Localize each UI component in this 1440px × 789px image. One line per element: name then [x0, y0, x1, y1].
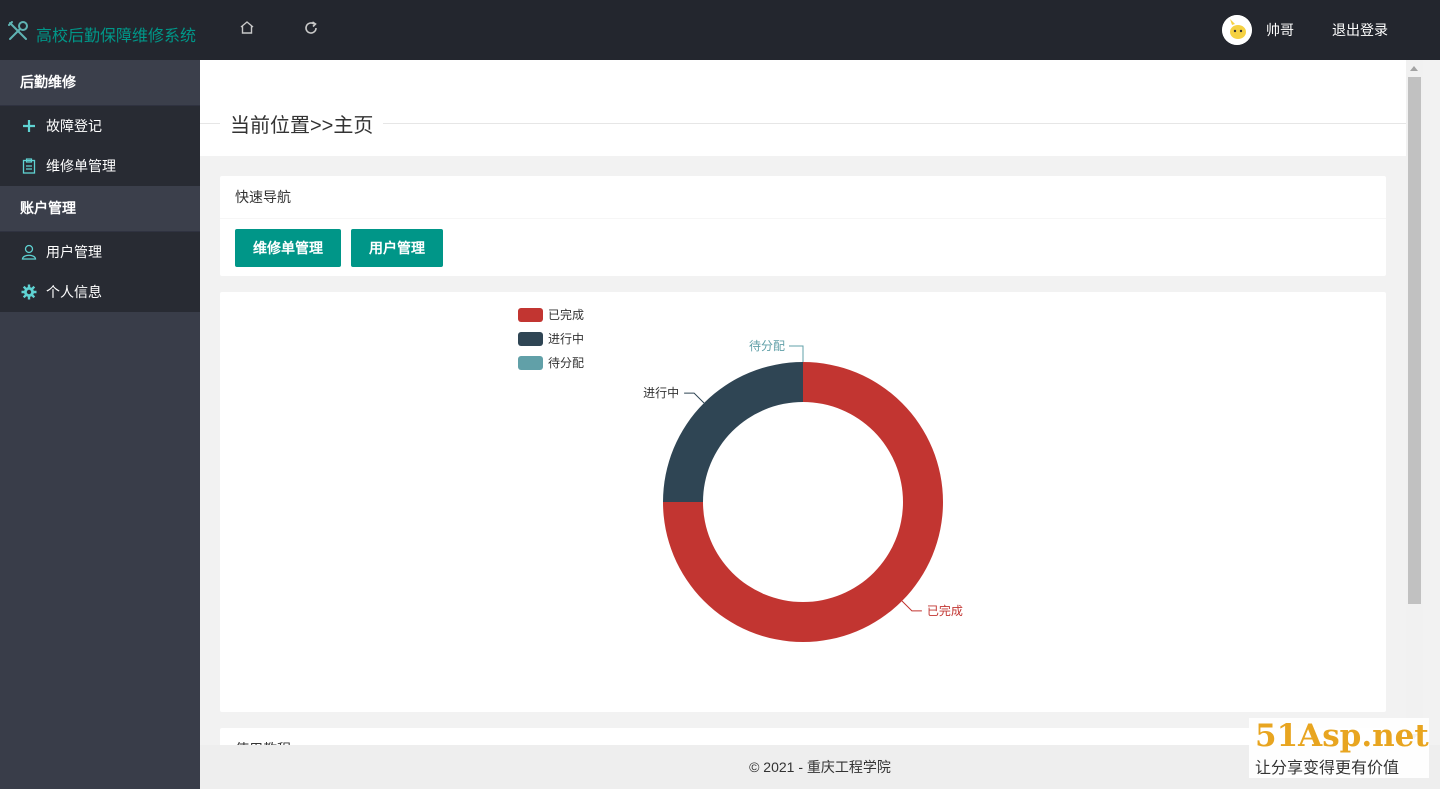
sidebar-group-account[interactable]: 账户管理 — [0, 186, 200, 232]
scrollbar[interactable] — [1406, 60, 1423, 745]
footer: © 2021 - 重庆工程学院 — [200, 745, 1440, 789]
main-content: 当前位置>>主页 快速导航 维修单管理 用户管理 已完成 进行中 待分配 已完成… — [200, 60, 1406, 745]
app-logo[interactable]: 高校后勤保障维修系统 — [6, 16, 196, 46]
slice-label: 待分配 — [749, 339, 785, 353]
tutorial-title: 使用教程 — [220, 728, 1386, 745]
sidebar-item-user-management[interactable]: 用户管理 — [0, 232, 200, 272]
clipboard-icon — [20, 157, 38, 175]
sidebar-item-order-management[interactable]: 维修单管理 — [0, 146, 200, 186]
gear-icon — [20, 283, 38, 301]
sidebar-group-repair-items: 故障登记 维修单管理 — [0, 106, 200, 186]
quick-nav-title: 快速导航 — [220, 176, 1386, 219]
label-leader-line — [684, 392, 705, 404]
scroll-thumb[interactable] — [1408, 77, 1421, 604]
legend-label: 进行中 — [548, 332, 585, 346]
refresh-button[interactable] — [302, 19, 322, 39]
watermark-slogan: 让分享变得更有价值 — [1255, 758, 1400, 777]
legend-swatch — [518, 331, 543, 346]
donut-chart: 已完成 进行中 待分配 — [643, 339, 963, 642]
slice-label: 进行中 — [643, 385, 679, 400]
username[interactable]: 帅哥 — [1266, 22, 1294, 38]
refresh-icon — [305, 21, 317, 34]
breadcrumb: 当前位置>>主页 — [220, 109, 384, 138]
label-leader-line — [789, 345, 804, 362]
sidebar-item-fault-report[interactable]: 故障登记 — [0, 106, 200, 146]
legend-label: 已完成 — [548, 308, 585, 322]
scroll-up-arrow[interactable] — [1410, 66, 1418, 71]
legend-label: 待分配 — [548, 356, 585, 370]
donut-slice[interactable] — [663, 362, 803, 502]
breadcrumb-area: 当前位置>>主页 — [200, 60, 1406, 156]
sidebar-item-label: 维修单管理 — [46, 158, 116, 174]
top-header: 高校后勤保障维修系统 帅哥 退出登录 — [0, 0, 1440, 60]
label-leader-line — [901, 600, 922, 612]
legend-swatch — [518, 307, 543, 322]
avatar[interactable] — [1222, 15, 1252, 45]
home-icon — [240, 21, 254, 34]
slice-label: 已完成 — [927, 603, 963, 618]
watermark-logo-text: 51Asp.net — [1255, 718, 1429, 754]
legend-completed[interactable]: 已完成 — [518, 306, 584, 323]
sidebar-group-account-items: 用户管理 个人信息 — [0, 232, 200, 312]
home-button[interactable] — [238, 19, 258, 39]
sidebar-item-label: 故障登记 — [46, 118, 102, 134]
user-management-button[interactable]: 用户管理 — [351, 229, 443, 267]
tools-icon — [6, 19, 30, 43]
divider — [200, 123, 1406, 124]
sidebar-group-repair[interactable]: 后勤维修 — [0, 60, 200, 106]
legend-swatch — [518, 355, 543, 370]
quick-nav-card: 快速导航 维修单管理 用户管理 — [220, 176, 1386, 276]
user-menu: 帅哥 退出登录 — [1222, 0, 1440, 60]
legend-pending[interactable]: 待分配 — [518, 354, 584, 371]
plus-icon — [20, 117, 38, 135]
chart-card: 已完成 进行中 待分配 已完成 进行中 待分配 — [220, 292, 1386, 712]
order-management-button[interactable]: 维修单管理 — [235, 229, 341, 267]
tutorial-card: 使用教程 — [220, 728, 1386, 745]
sidebar-item-label: 个人信息 — [46, 284, 102, 300]
sidebar: 后勤维修 故障登记 维修单管理 账户管理 用户管理 个人信息 — [0, 60, 200, 789]
user-icon — [20, 243, 38, 261]
app-title: 高校后勤保障维修系统 — [36, 28, 197, 45]
sidebar-item-label: 用户管理 — [46, 244, 102, 260]
legend-in-progress[interactable]: 进行中 — [518, 330, 584, 347]
sidebar-item-profile[interactable]: 个人信息 — [0, 272, 200, 312]
logout-button[interactable]: 退出登录 — [1332, 22, 1388, 38]
watermark: 51Asp.net 让分享变得更有价值 — [1249, 718, 1429, 778]
